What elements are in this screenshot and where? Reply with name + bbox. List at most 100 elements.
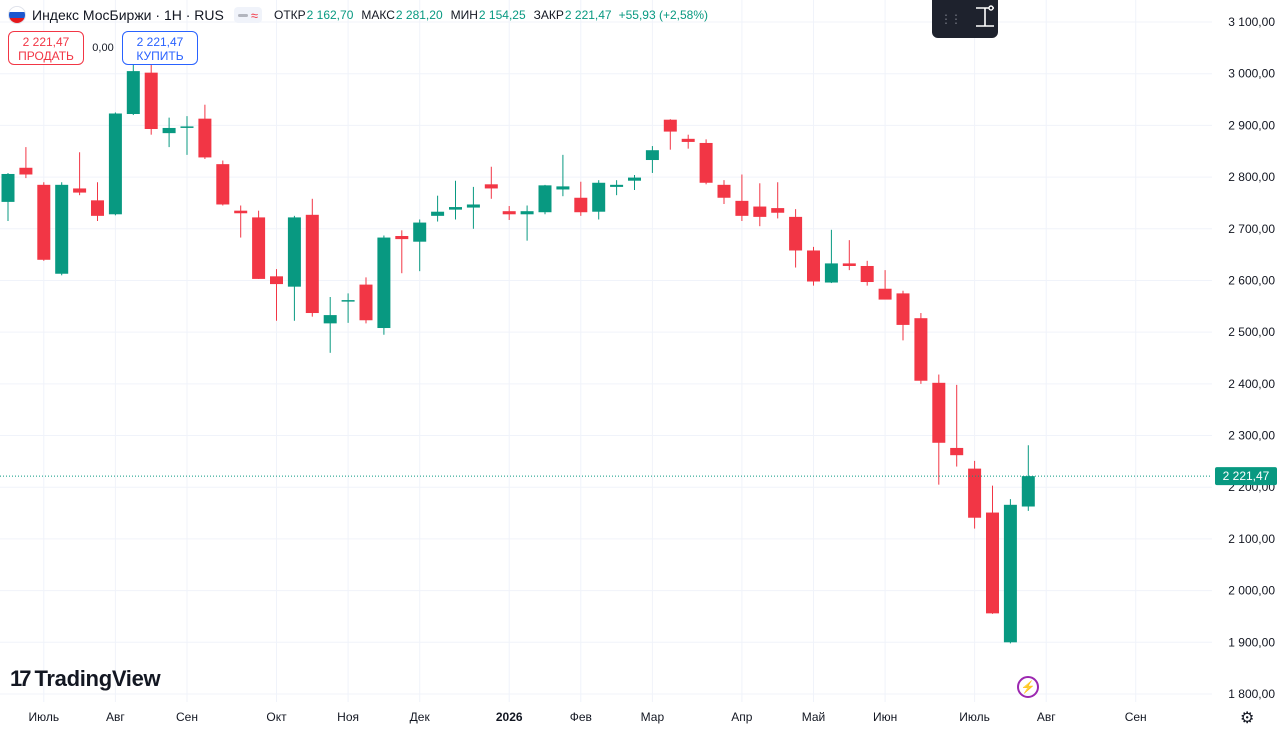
candle-body xyxy=(413,222,427,242)
buy-price: 2 221,47 xyxy=(136,35,184,49)
candle-body xyxy=(950,447,964,456)
settings-gear-icon[interactable]: ⚙ xyxy=(1240,710,1255,727)
candle-body xyxy=(610,184,624,187)
x-tick-label: Сен xyxy=(176,710,198,724)
x-tick-label: Май xyxy=(802,710,826,724)
candle-body xyxy=(735,200,749,216)
candle-body xyxy=(377,237,391,329)
candle-body xyxy=(1,173,15,202)
symbol-title[interactable]: Индекс МосБиржи · 1Н · RUS xyxy=(32,7,224,23)
last-price-label: 2 221,47 xyxy=(1223,469,1270,483)
y-tick-label: 2 900,00 xyxy=(1228,118,1275,132)
candle-body xyxy=(628,177,641,181)
candle-body xyxy=(699,142,713,183)
candle-body xyxy=(753,206,767,217)
candle-body xyxy=(359,284,373,321)
buy-button[interactable]: 2 221,47 КУПИТЬ xyxy=(122,31,198,65)
candle-body xyxy=(126,71,140,115)
drag-handle-icon[interactable]: ⋮⋮ xyxy=(940,12,962,26)
candle-body xyxy=(108,113,122,215)
high-label: МАКС xyxy=(361,8,395,22)
sell-price: 2 221,47 xyxy=(22,35,70,49)
close-label: ЗАКР xyxy=(533,8,564,22)
brand-name: TradingView xyxy=(34,666,161,691)
low-label: МИН xyxy=(450,8,478,22)
candle-body xyxy=(860,265,874,283)
candle-body xyxy=(180,126,194,128)
candle-body xyxy=(968,468,982,518)
candle-body xyxy=(144,72,158,130)
candle-body xyxy=(807,250,820,282)
x-tick-label: 2026 xyxy=(496,710,523,724)
candle-body xyxy=(55,184,69,274)
candle-body xyxy=(932,382,946,443)
x-tick-label: Апр xyxy=(731,710,753,724)
candle-body xyxy=(842,263,856,266)
visibility-icon[interactable]: ≈ xyxy=(233,7,262,23)
x-tick-label: Июль xyxy=(28,710,59,724)
candle-body xyxy=(431,211,445,216)
measure-tool-icon[interactable] xyxy=(972,4,998,35)
candle-body xyxy=(395,236,409,240)
y-tick-label: 2 600,00 xyxy=(1228,273,1275,287)
x-tick-label: Окт xyxy=(266,710,287,724)
x-tick-label: Июль xyxy=(959,710,990,724)
change-value: +55,93 (+2,58%) xyxy=(618,8,709,22)
candle-body xyxy=(556,186,570,190)
candle-body xyxy=(252,217,266,279)
candle-body xyxy=(91,200,104,216)
x-tick-label: Мар xyxy=(641,710,665,724)
buy-label: КУПИТЬ xyxy=(136,49,184,63)
candle-body xyxy=(771,208,785,213)
candle-body xyxy=(449,207,462,210)
candle-body xyxy=(645,150,659,161)
candle-body xyxy=(162,127,176,134)
candle-body xyxy=(484,184,498,189)
y-tick-label: 2 000,00 xyxy=(1228,584,1275,598)
candle-body xyxy=(466,204,480,208)
candle-body xyxy=(287,217,301,287)
candle-body xyxy=(216,164,230,205)
y-tick-label: 2 700,00 xyxy=(1228,222,1275,236)
candle-body xyxy=(878,288,892,300)
x-tick-label: Авг xyxy=(1037,710,1056,724)
y-tick-label: 2 100,00 xyxy=(1228,532,1275,546)
candle-body xyxy=(73,188,87,193)
lightning-icon[interactable]: ⚡ xyxy=(1017,676,1039,698)
y-tick-label: 3 000,00 xyxy=(1228,67,1275,81)
floating-toolbar[interactable]: ⋮⋮ xyxy=(932,0,998,38)
y-tick-label: 2 300,00 xyxy=(1228,429,1275,443)
candle-body xyxy=(574,197,588,213)
x-tick-label: Дек xyxy=(410,710,431,724)
candle-body xyxy=(896,293,910,325)
tradingview-logo[interactable]: 17 TradingView xyxy=(10,666,161,692)
candle-body xyxy=(717,184,731,198)
x-tick-label: Июн xyxy=(873,710,897,724)
x-tick-label: Фев xyxy=(570,710,592,724)
x-tick-label: Сен xyxy=(1125,710,1147,724)
candle-body xyxy=(592,182,606,212)
open-value: 2 162,70 xyxy=(306,8,354,22)
sell-label: ПРОДАТЬ xyxy=(18,49,74,63)
candle-body xyxy=(341,300,355,302)
last-price-tag xyxy=(1215,467,1277,486)
high-value: 2 281,20 xyxy=(395,8,443,22)
y-tick-label: 1 800,00 xyxy=(1228,687,1275,701)
sell-button[interactable]: 2 221,47 ПРОДАТЬ xyxy=(8,31,84,65)
y-tick-label: 3 100,00 xyxy=(1228,15,1275,29)
candle-body xyxy=(681,138,695,142)
y-tick-label: 2 500,00 xyxy=(1228,325,1275,339)
candle-body xyxy=(520,211,534,215)
spread-value: 0,00 xyxy=(92,42,114,54)
candle-body xyxy=(19,167,33,175)
flag-russia-icon xyxy=(8,6,26,24)
candle-body xyxy=(789,216,803,251)
candle-body xyxy=(663,119,677,132)
trade-panel: 2 221,47 ПРОДАТЬ 0,00 2 221,47 КУПИТЬ xyxy=(8,31,198,65)
y-tick-label: 2 800,00 xyxy=(1228,170,1275,184)
chart-header: Индекс МосБиржи · 1Н · RUS ≈ ОТКР 2 162,… xyxy=(8,4,714,26)
candle-body xyxy=(824,263,838,283)
candle-body xyxy=(1003,504,1017,643)
candle-body xyxy=(1021,476,1035,507)
